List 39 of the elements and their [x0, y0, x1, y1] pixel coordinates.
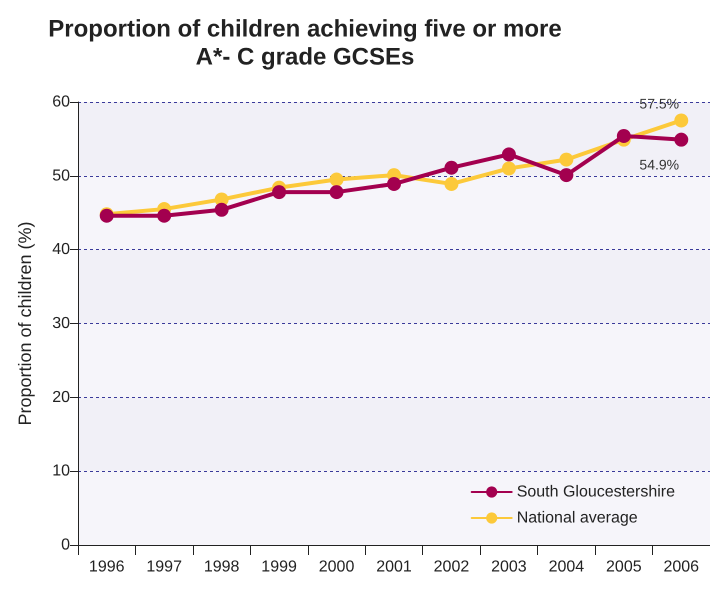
y-tick-label: 50 [52, 167, 70, 184]
point [444, 176, 458, 191]
data-label: 54.9% [639, 156, 680, 173]
x-tick-label: 2004 [548, 558, 584, 576]
chart-title: Proportion of children achieving five or more A*- C grade GCSEs [48, 16, 562, 70]
data-label: 57.5% [639, 95, 680, 112]
x-tick-label: 1998 [204, 558, 240, 576]
point [559, 168, 574, 182]
y-tick-label: 30 [52, 315, 70, 332]
y-tick-label: 20 [52, 388, 70, 406]
x-tick-label: 2005 [606, 558, 642, 576]
y-tick-label: 40 [52, 241, 70, 258]
point [559, 152, 574, 167]
point [387, 176, 401, 191]
point [444, 160, 458, 175]
y-tick-label: 0 [61, 536, 70, 554]
x-tick-label: 1997 [146, 558, 182, 576]
point [502, 147, 516, 162]
x-tick-label: 1996 [88, 558, 125, 576]
point [502, 161, 516, 176]
point [330, 172, 344, 187]
legend-label: National average [516, 510, 638, 526]
y-axis-title: Proportion of children (%) [15, 221, 35, 426]
point [616, 128, 631, 143]
x-tick-label: 1999 [261, 558, 297, 576]
point [157, 208, 172, 223]
point [674, 113, 688, 128]
x-tick-label: 2000 [318, 558, 354, 576]
point [674, 132, 688, 147]
legend-label: South Gloucestershire [516, 484, 676, 500]
x-tick-label: 2006 [663, 558, 700, 576]
x-tick-label: 2001 [376, 558, 412, 576]
point [330, 185, 344, 200]
x-tick-label: 2002 [434, 558, 470, 576]
y-tick-label: 10 [52, 462, 70, 480]
point [272, 185, 286, 200]
y-tick-label: 60 [52, 94, 70, 110]
x-tick-label: 2003 [491, 558, 527, 576]
point [214, 202, 229, 217]
